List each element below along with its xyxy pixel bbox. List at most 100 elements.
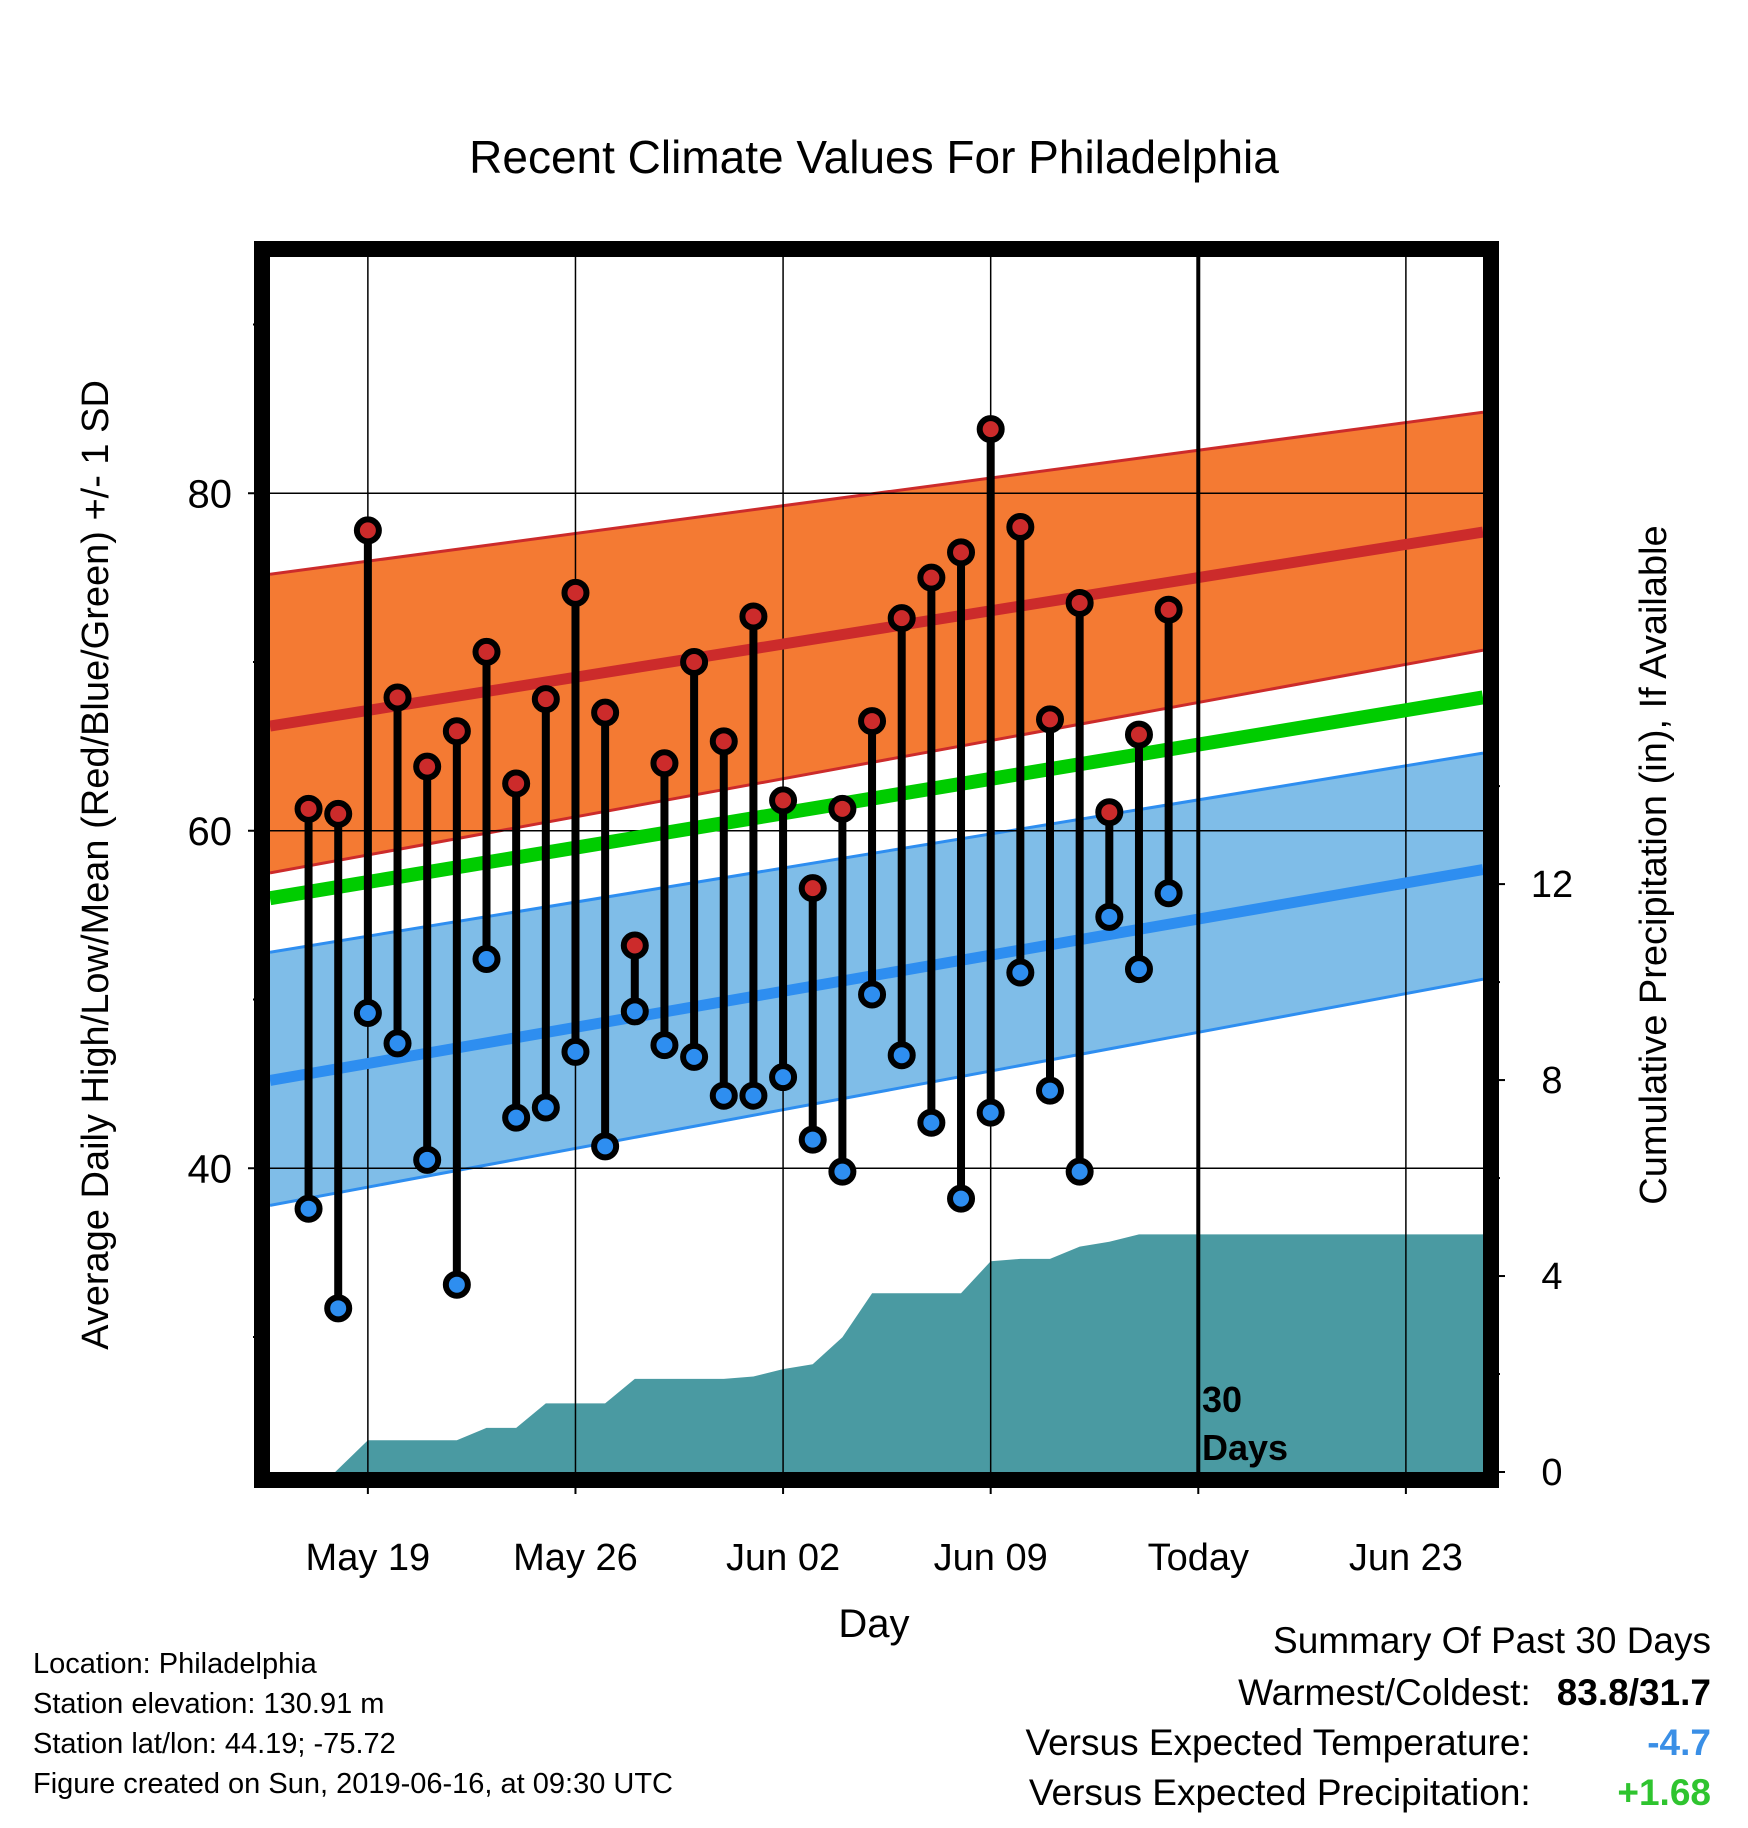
daily-low-point: [531, 1093, 560, 1122]
daily-low-point: [680, 1042, 709, 1071]
daily-high-point: [976, 415, 1005, 444]
day-range-42: [1035, 705, 1064, 1105]
daily-low-point: [413, 1145, 442, 1174]
daily-low-point: [1065, 1157, 1094, 1186]
day-range-39: [947, 538, 976, 1213]
day-range-29: [650, 749, 679, 1060]
day-range-18: [324, 799, 353, 1323]
daily-high-point: [502, 769, 531, 798]
precip-layer: [305, 1234, 1483, 1472]
y-right-tick-label-4: 4: [1541, 1256, 1562, 1298]
day-range-34: [798, 874, 827, 1154]
high-sd-band-lower-edge: [270, 648, 1483, 875]
daily-high-point: [680, 648, 709, 676]
y-left-tick-label-40: 40: [188, 1147, 233, 1191]
day-range-37: [887, 604, 916, 1070]
daily-low-point: [976, 1098, 1005, 1127]
summary-warm-cold-value: 83.8/31.7: [1556, 1672, 1711, 1713]
y-right-tick-label-12: 12: [1531, 864, 1573, 906]
daily-high-point: [1035, 705, 1064, 734]
daily-low-point: [472, 945, 501, 973]
cumulative-precip-area: [305, 1234, 1483, 1472]
daily-low-point: [591, 1132, 620, 1161]
daily-low-point: [1154, 879, 1183, 908]
day-range-17: [294, 794, 323, 1223]
summary-temperature-label: Versus Expected Temperature:: [1025, 1722, 1531, 1763]
daily-high-point: [650, 749, 679, 778]
daily-low-point: [858, 980, 887, 1009]
day-range-36: [858, 707, 887, 1009]
summary-precipitation-label: Versus Expected Precipitation:: [1028, 1772, 1531, 1813]
info-latlon: Station lat/lon: 44.19; -75.72: [33, 1728, 396, 1760]
daily-low-point: [798, 1125, 827, 1154]
x-tick-label-4: Today: [1148, 1537, 1249, 1579]
daily-high-point: [383, 683, 412, 712]
daily-low-point: [769, 1063, 798, 1092]
daily-high-point: [709, 727, 738, 756]
x-axis-label: Day: [838, 1602, 909, 1646]
daily-low-point: [828, 1157, 857, 1186]
day-range-35: [828, 794, 857, 1186]
window-label-line1: 30: [1202, 1379, 1242, 1420]
daily-low-point: [502, 1103, 531, 1132]
day-range-26: [561, 578, 590, 1066]
daily-low-point: [1095, 902, 1124, 931]
y-left-tick-label-80: 80: [188, 472, 233, 516]
plot-area: [270, 257, 1483, 1472]
day-range-38: [917, 563, 946, 1137]
daily-high-point: [1065, 588, 1094, 617]
x-tick-label-5: Jun 23: [1349, 1537, 1463, 1579]
day-range-27: [591, 698, 620, 1161]
normal-high-line: [270, 526, 1483, 732]
normal-bands: [270, 410, 1483, 1207]
daily-low-point: [442, 1270, 471, 1299]
summary-temperature-value: -4.7: [1647, 1722, 1711, 1763]
y-axis-label-right: Cumulative Precipitation (in), If Availa…: [1633, 525, 1675, 1204]
chart-title: Recent Climate Values For Philadelphia: [469, 131, 1279, 183]
daily-high-point: [798, 874, 827, 903]
daily-high-point: [294, 794, 323, 823]
daily-high-point: [917, 563, 946, 592]
daily-high-point: [561, 578, 590, 607]
summary-warm-cold-label: Warmest/Coldest:: [1238, 1672, 1531, 1713]
day-range-20: [383, 683, 412, 1058]
daily-high-point: [858, 707, 887, 736]
day-range-22: [442, 717, 471, 1299]
summary-precipitation-value: +1.68: [1617, 1772, 1711, 1813]
daily-low-point: [383, 1029, 412, 1058]
day-range-19: [353, 516, 382, 1027]
daily-low-point: [887, 1041, 916, 1070]
daily-low-point: [353, 999, 382, 1027]
normal-lines: [270, 526, 1483, 1086]
x-tick-label-3: Jun 09: [934, 1537, 1048, 1579]
daily-low-point: [739, 1081, 768, 1110]
daily-high-point: [739, 602, 768, 631]
summary-title: Summary Of Past 30 Days: [1273, 1620, 1711, 1661]
daily-high-point: [1095, 798, 1124, 827]
normal-mean-line: [270, 690, 1483, 906]
info-created: Figure created on Sun, 2019-06-16, at 09…: [33, 1768, 673, 1800]
x-tick-label-0: May 19: [306, 1537, 431, 1579]
day-range-45: [1124, 720, 1153, 984]
daily-low-point: [620, 997, 649, 1026]
daily-high-point: [1124, 720, 1153, 749]
daily-low-point: [917, 1108, 946, 1137]
y-left-tick-label-60: 60: [188, 810, 233, 854]
low-sd-band-upper-edge: [270, 751, 1483, 954]
daily-high-point: [1154, 595, 1183, 624]
daily-low-point: [709, 1081, 738, 1110]
day-range-24: [502, 769, 531, 1132]
window-label-line2: Days: [1202, 1427, 1288, 1468]
day-range-30: [680, 648, 709, 1071]
daily-high-point: [324, 799, 353, 828]
daily-high-point: [1006, 513, 1035, 541]
day-range-33: [769, 786, 798, 1092]
daily-high-point: [828, 794, 857, 823]
daily-low-point: [947, 1184, 976, 1213]
day-range-21: [413, 752, 442, 1174]
daily-high-point: [353, 516, 382, 545]
daily-high-point: [769, 786, 798, 815]
day-range-46: [1154, 595, 1183, 908]
daily-low-point: [561, 1037, 590, 1066]
